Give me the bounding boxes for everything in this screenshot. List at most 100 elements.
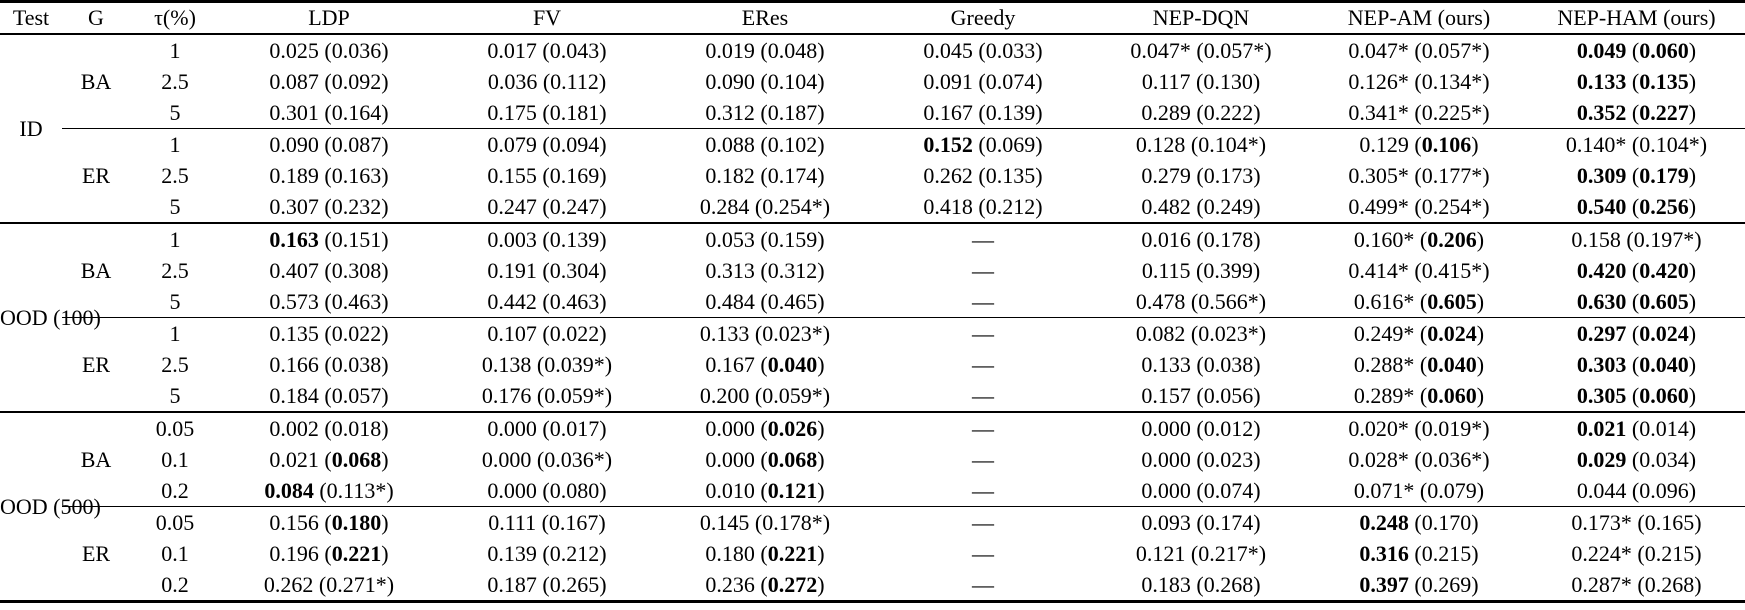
cell-nep-dqn: 0.482 (0.249) [1141, 193, 1261, 219]
row-label-tau: 5 [169, 382, 181, 408]
table-row: 0.1 0.021 (0.068) 0.000 (0.036*) 0.000 (0.0… [0, 444, 1745, 475]
row-label-tau: 2.5 [161, 257, 189, 283]
cell-nep-ham: 0.305 (0.060) [1576, 382, 1697, 408]
col-header-nep-ham: NEP-HAM (ours) [1528, 1, 1745, 35]
cell-nep-am: 0.248 (0.170) [1310, 506, 1528, 538]
row-label-test: ID [19, 115, 43, 141]
row-label-tau: 2.5 [161, 162, 189, 188]
table-row: ER 0.05 0.156 (0.180) 0.111 (0.167) 0.145 (0… [0, 506, 1745, 602]
table-row: 5 0.301 (0.164) 0.175 (0.181) 0.312 (0.187)… [0, 97, 1745, 129]
cell-nep-ham: 0.297 (0.024) [1528, 317, 1745, 349]
cell-greedy: 0.045 (0.033) [923, 37, 1043, 63]
results-table-body: ID BA 1 0.025 (0.036) 0.017 (0.043) 0.019 (0.… [0, 34, 1745, 602]
cell-nep-ham: 0.303 (0.040) [1576, 351, 1697, 377]
col-header-fv: FV [438, 1, 656, 35]
cell-fv: 0.000 (0.017) [438, 411, 656, 444]
cell-greedy: 0.152 (0.069) [874, 128, 1092, 160]
cell-nep-dqn: 0.093 (0.174) [1092, 506, 1310, 538]
col-header-test: Test [0, 1, 62, 35]
row-label-tau: 1 [130, 317, 220, 349]
cell-fv: 0.191 (0.304) [487, 257, 607, 283]
col-header-ldp: LDP [220, 1, 438, 35]
row-label-g: BA [62, 222, 130, 318]
cell-nep-am: 0.316 (0.215) [1359, 540, 1479, 566]
cell-eres: 0.000 (0.068) [705, 446, 825, 472]
cell-fv: 0.079 (0.094) [438, 128, 656, 160]
cell-nep-ham: 0.173* (0.165) [1528, 506, 1745, 538]
row-label-tau: 0.2 [161, 571, 189, 597]
cell-nep-am: 0.071* (0.079) [1353, 477, 1485, 503]
cell-greedy: — [972, 257, 994, 283]
cell-fv: 0.000 (0.080) [487, 477, 607, 503]
cell-fv: 0.247 (0.247) [487, 193, 607, 219]
cell-nep-ham: 0.140* (0.104*) [1528, 128, 1745, 160]
cell-nep-ham: 0.029 (0.034) [1576, 446, 1697, 472]
cell-nep-am: 0.305* (0.177*) [1348, 162, 1490, 188]
cell-greedy: 0.091 (0.074) [923, 68, 1043, 94]
cell-eres: 0.019 (0.048) [705, 37, 825, 63]
cell-nep-ham: 0.352 (0.227) [1576, 99, 1697, 125]
cell-ldp: 0.196 (0.221) [269, 540, 389, 566]
table-row: 2.5 0.407 (0.308) 0.191 (0.304) 0.313 (0.31… [0, 255, 1745, 286]
cell-nep-dqn: 0.000 (0.074) [1141, 477, 1261, 503]
row-label-tau: 1 [130, 128, 220, 160]
cell-eres: 0.053 (0.159) [656, 222, 874, 255]
cell-nep-dqn: 0.183 (0.268) [1141, 571, 1261, 597]
cell-eres: 0.167 (0.040) [705, 351, 825, 377]
cell-fv: 0.003 (0.139) [438, 222, 656, 255]
row-label-g: ER [62, 317, 130, 412]
cell-ldp: 0.307 (0.232) [269, 193, 389, 219]
row-label-tau: 5 [169, 99, 181, 125]
cell-fv: 0.175 (0.181) [487, 99, 607, 125]
row-label-tau: 0.2 [161, 477, 189, 503]
row-label-g: BA [80, 68, 112, 94]
cell-nep-ham: 0.049 (0.060) [1576, 37, 1697, 63]
cell-nep-ham: 0.540 (0.256) [1576, 193, 1697, 219]
row-label-test: OOD (100) [0, 222, 101, 412]
cell-greedy: — [874, 411, 1092, 444]
table-row: 2.5 0.087 (0.092) 0.036 (0.112) 0.090 (0.10… [0, 66, 1745, 97]
row-label-tau: 5 [169, 193, 181, 219]
cell-ldp: 0.090 (0.087) [220, 128, 438, 160]
cell-fv: 0.000 (0.036*) [481, 446, 613, 472]
cell-eres: 0.088 (0.102) [656, 128, 874, 160]
cell-eres: 0.010 (0.121) [705, 477, 825, 503]
row-label-tau: 1 [130, 222, 220, 255]
cell-greedy: — [972, 571, 994, 597]
table-row: ER 1 0.090 (0.087) 0.079 (0.094) 0.088 (0.10… [0, 128, 1745, 223]
table-row: 5 0.307 (0.232) 0.247 (0.247) 0.284 (0.254*… [0, 191, 1745, 223]
table-row: 0.2 0.262 (0.271*) 0.187 (0.265) 0.236 (0.2… [0, 569, 1745, 602]
col-header-eres: ERes [656, 1, 874, 35]
row-label-tau: 0.05 [130, 506, 220, 538]
cell-nep-dqn: 0.478 (0.566*) [1135, 288, 1267, 314]
cell-nep-am: 0.249* (0.024) [1310, 317, 1528, 349]
cell-nep-ham: 0.420 (0.420) [1576, 257, 1697, 283]
cell-eres: 0.180 (0.221) [705, 540, 825, 566]
table-row: 5 0.184 (0.057) 0.176 (0.059*) 0.200 (0.059… [0, 380, 1745, 412]
cell-fv: 0.107 (0.022) [438, 317, 656, 349]
cell-greedy: — [874, 222, 1092, 255]
cell-greedy: — [972, 540, 994, 566]
cell-nep-ham: 0.309 (0.179) [1576, 162, 1697, 188]
col-header-nep-am: NEP-AM (ours) [1310, 1, 1528, 35]
cell-fv: 0.017 (0.043) [487, 37, 607, 63]
cell-nep-am: 0.129 (0.106) [1310, 128, 1528, 160]
table-row: 2.5 0.166 (0.038) 0.138 (0.039*) 0.167 (0.0… [0, 349, 1745, 380]
cell-eres: 0.090 (0.104) [705, 68, 825, 94]
cell-nep-dqn: 0.133 (0.038) [1141, 351, 1261, 377]
cell-ldp: 0.087 (0.092) [269, 68, 389, 94]
cell-nep-ham: 0.044 (0.096) [1576, 477, 1697, 503]
table-row: 2.5 0.189 (0.163) 0.155 (0.169) 0.182 (0.17… [0, 160, 1745, 191]
cell-ldp: 0.084 (0.113*) [264, 477, 394, 503]
header-row: Test G τ(%) LDP FV ERes Greedy NEP-DQN N… [0, 1, 1745, 35]
cell-nep-am: 0.288* (0.040) [1353, 351, 1485, 377]
cell-nep-dqn: 0.128 (0.104*) [1092, 128, 1310, 160]
cell-fv: 0.111 (0.167) [438, 506, 656, 538]
cell-greedy: 0.262 (0.135) [923, 162, 1043, 188]
row-label-tau: 0.1 [161, 540, 189, 566]
cell-nep-ham: 0.630 (0.605) [1576, 288, 1697, 314]
cell-greedy: — [874, 506, 1092, 538]
row-label-g: ER [62, 128, 130, 223]
cell-eres: 0.133 (0.023*) [656, 317, 874, 349]
